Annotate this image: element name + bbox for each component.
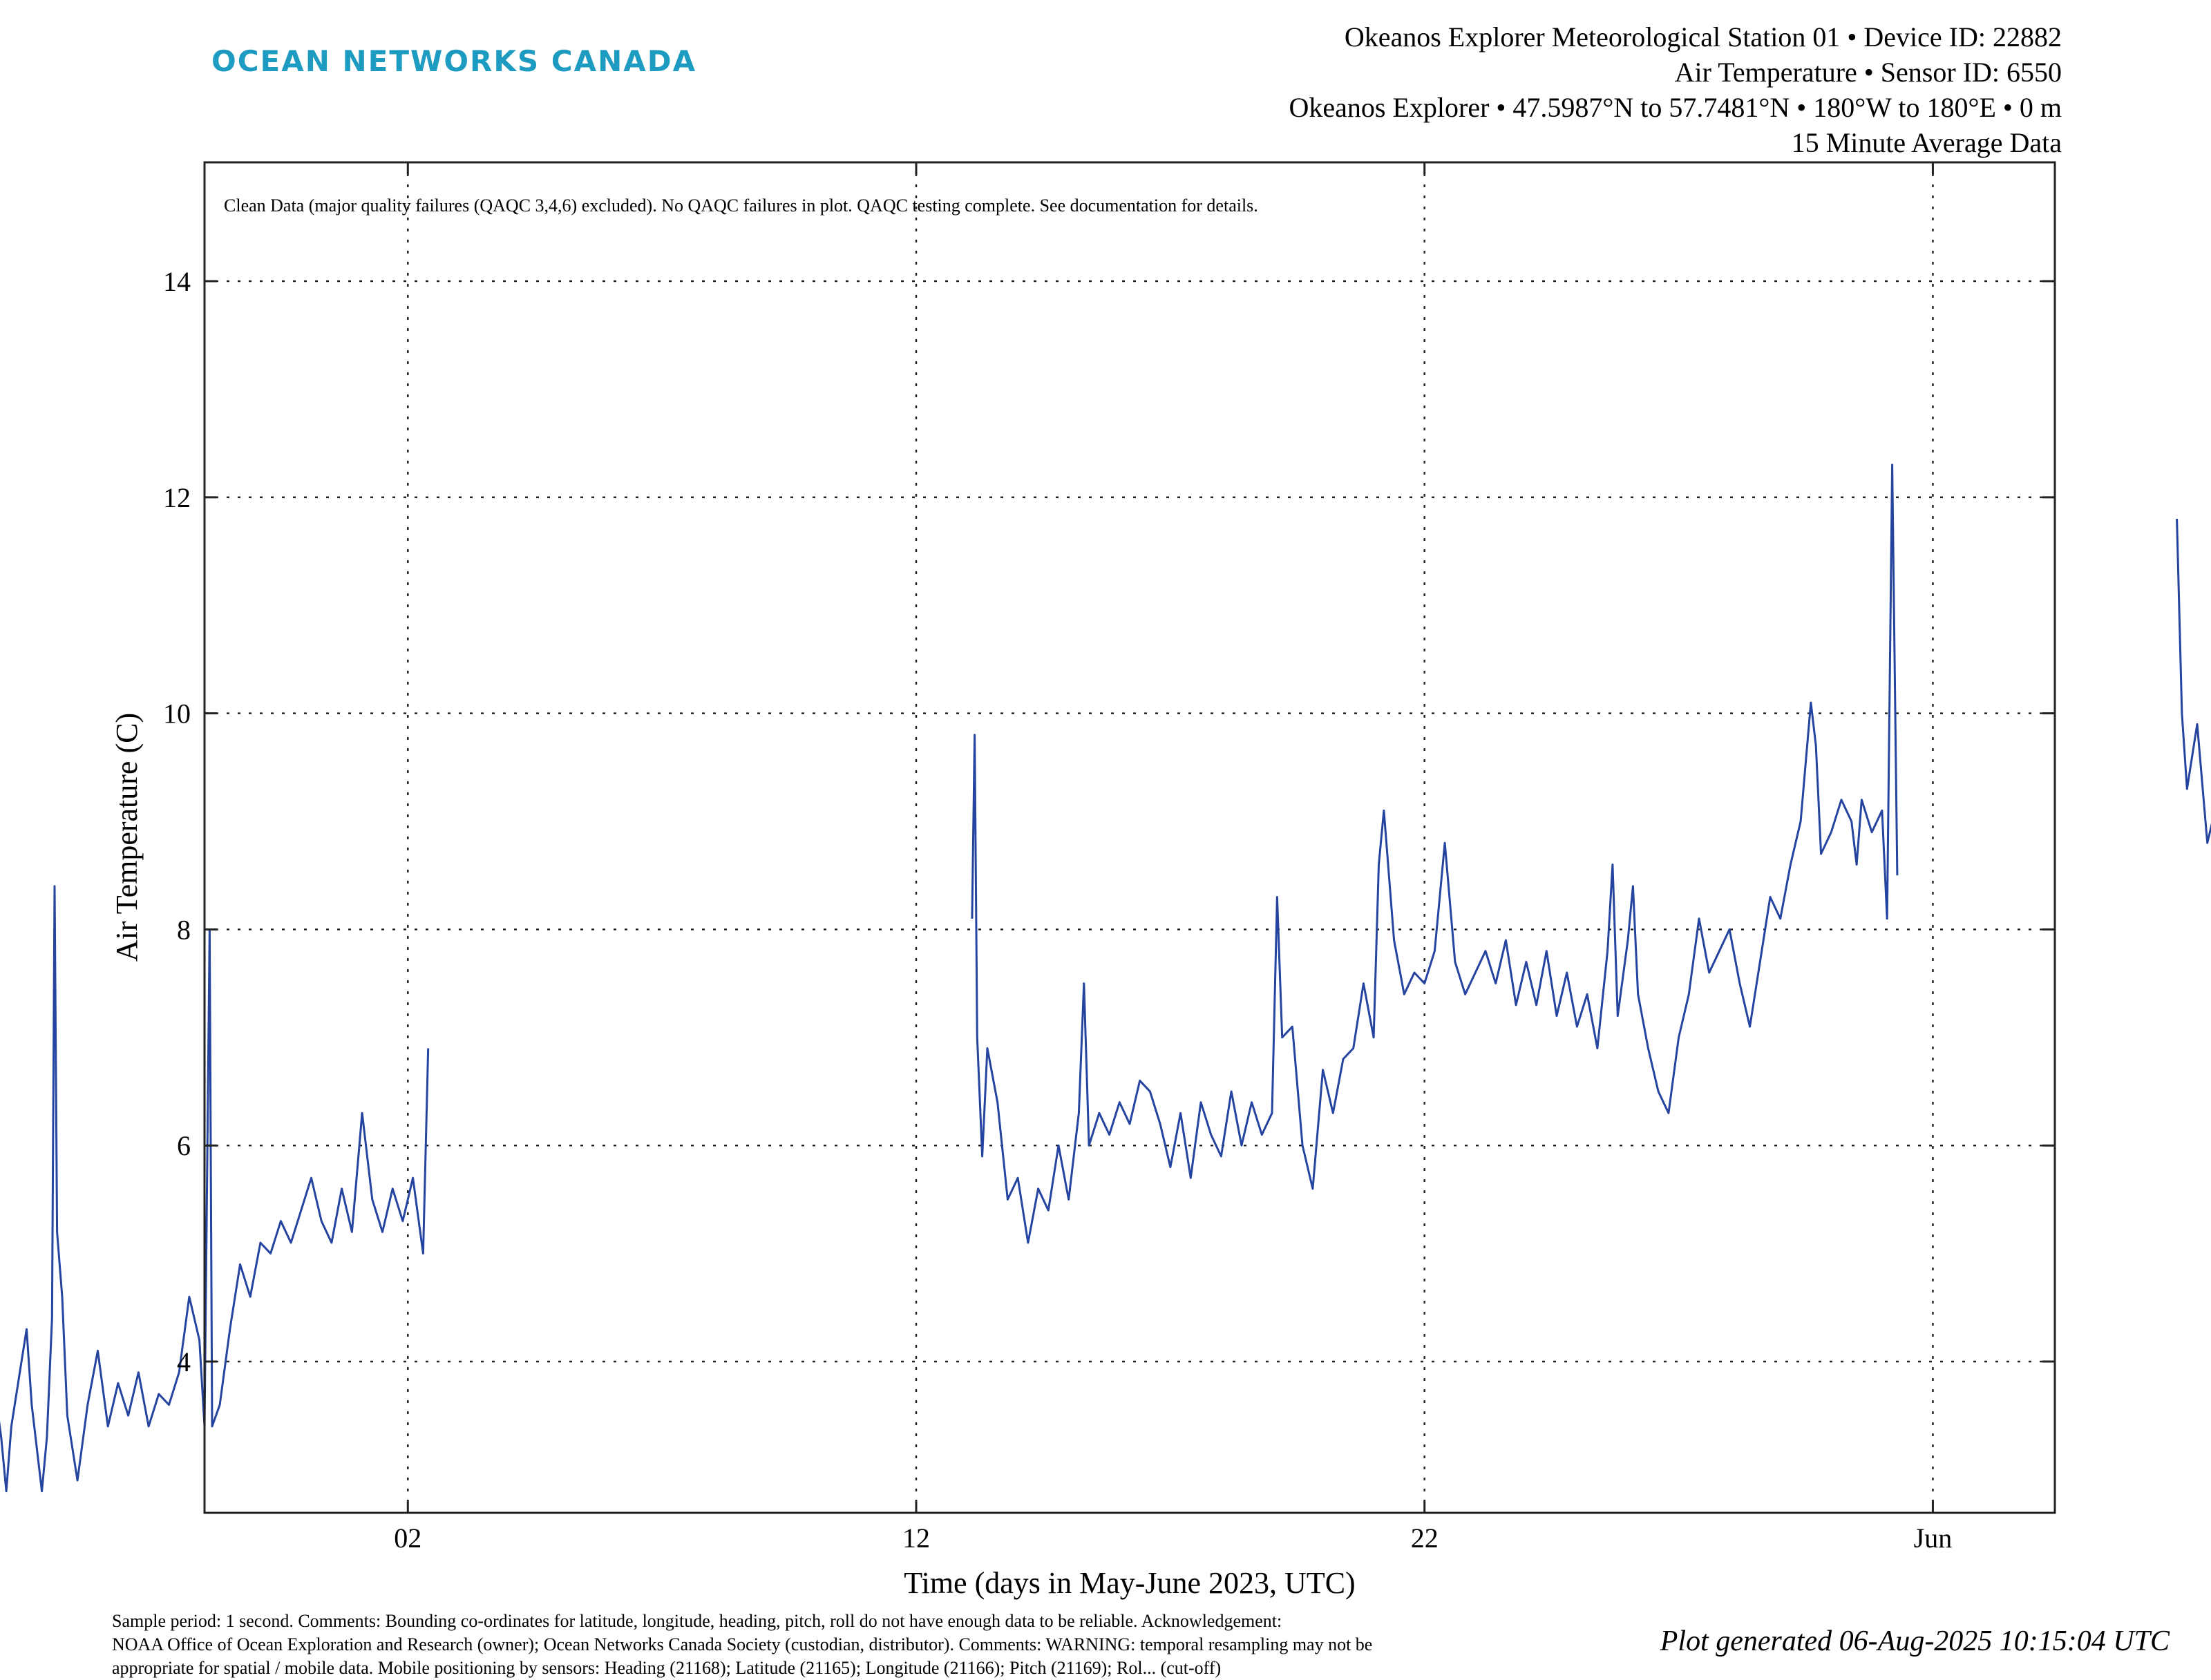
header-device-line: Okeanos Explorer Meteorological Station … (1344, 21, 2062, 52)
y-tick-label: 12 (163, 482, 191, 513)
plot-frame (203, 161, 2056, 1514)
header-location-line: Okeanos Explorer • 47.5987°N to 57.7481°… (1289, 92, 2062, 123)
series-line-segment (971, 464, 1899, 1244)
y-tick-label: 8 (177, 914, 191, 945)
y-tick-label: 6 (177, 1130, 191, 1161)
generated-timestamp: Plot generated 06-Aug-2025 10:15:04 UTC (1660, 1625, 2170, 1657)
ticks: 021222Jun102030468101214 (163, 162, 2055, 1554)
x-tick-label: Jun (1914, 1522, 1953, 1554)
x-axis-label: Time (days in May-June 2023, UTC) (904, 1566, 1355, 1600)
data-series (0, 464, 2211, 1493)
y-tick-label: 4 (177, 1346, 191, 1377)
series-line-segment (2176, 519, 2211, 844)
footer-notes: Sample period: 1 second. Comments: Bound… (112, 1610, 1701, 1680)
x-tick-label: 12 (902, 1522, 930, 1554)
y-tick-label: 14 (163, 266, 191, 297)
grid (205, 162, 2055, 1513)
y-tick-label: 10 (163, 698, 191, 729)
plot-header: Okeanos Explorer Meteorological Station … (1289, 19, 2062, 160)
plot-note: Clean Data (major quality failures (QAQC… (224, 195, 1258, 216)
header-resolution-line: 15 Minute Average Data (1791, 127, 2062, 158)
footer-line-2: NOAA Office of Ocean Exploration and Res… (112, 1634, 1373, 1654)
brand-logo: OCEAN NETWORKS CANADA (211, 44, 697, 78)
y-axis-label: Air Temperature (C) (110, 713, 144, 962)
x-tick-label: 02 (394, 1522, 421, 1554)
series-line-segment (0, 885, 430, 1493)
footer-line-3: appropriate for spatial / mobile data. M… (112, 1658, 1222, 1678)
x-tick-label: 22 (1411, 1522, 1439, 1554)
header-sensor-line: Air Temperature • Sensor ID: 6550 (1674, 57, 2062, 88)
footer-line-1: Sample period: 1 second. Comments: Bound… (112, 1611, 1282, 1631)
